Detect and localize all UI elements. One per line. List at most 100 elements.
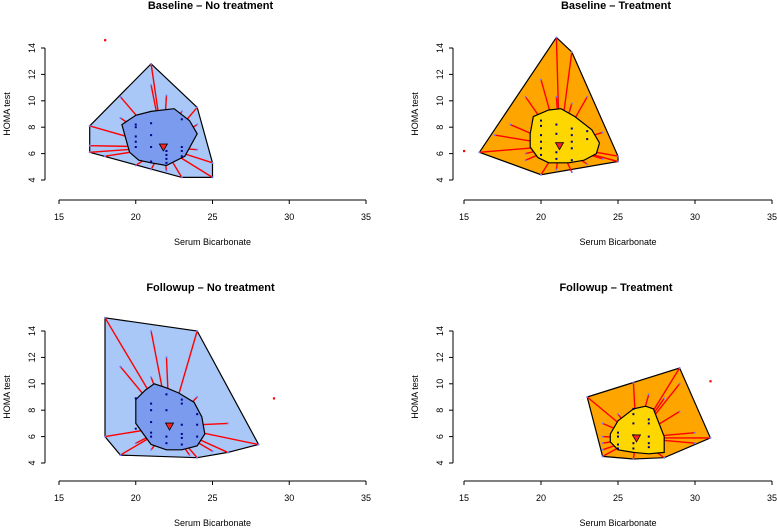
- x-tick-label: 35: [361, 212, 371, 222]
- data-point: [540, 124, 542, 127]
- data-point: [555, 151, 558, 154]
- data-point: [555, 157, 558, 160]
- y-tick-label: 4: [435, 460, 445, 465]
- data-point: [119, 116, 122, 119]
- y-axis-label: HOMA test: [410, 375, 420, 419]
- data-point: [617, 447, 619, 450]
- y-tick-label: 8: [435, 408, 445, 413]
- median-marker: [158, 143, 169, 152]
- y-tick-label: 4: [27, 460, 37, 465]
- y-tick-label: 6: [27, 151, 37, 156]
- data-point: [104, 435, 107, 438]
- data-point: [524, 95, 527, 98]
- x-tick-label: 30: [284, 212, 294, 222]
- data-point: [150, 83, 153, 86]
- y-tick-label: 14: [435, 326, 445, 336]
- data-point: [150, 448, 153, 451]
- data-point: [150, 330, 153, 332]
- data-point: [134, 164, 137, 167]
- x-tick-label: 35: [767, 493, 777, 503]
- median-marker: [631, 434, 642, 443]
- chart-title: Baseline – Treatment: [561, 0, 671, 12]
- data-point: [88, 144, 91, 147]
- y-tick-label: 8: [27, 125, 37, 130]
- x-tick-label: 30: [284, 493, 294, 503]
- chart-title: Followup – No treatment: [146, 282, 275, 294]
- data-point: [165, 157, 168, 160]
- data-point: [180, 118, 183, 121]
- data-point: [226, 451, 229, 454]
- data-point: [196, 123, 199, 126]
- y-tick-label: 6: [27, 434, 37, 439]
- data-point: [570, 140, 573, 143]
- y-tick-label: 10: [27, 379, 37, 389]
- data-point: [647, 422, 650, 425]
- y-tick-label: 4: [27, 177, 37, 182]
- data-point: [540, 153, 542, 156]
- data-point: [180, 398, 183, 401]
- data-point: [632, 447, 635, 450]
- data-point: [694, 442, 696, 445]
- data-point: [134, 135, 137, 138]
- data-point: [663, 456, 666, 459]
- bag-polygon: [135, 383, 206, 451]
- data-point: [211, 450, 214, 453]
- data-point: [540, 173, 542, 176]
- y-tick-label: 10: [435, 379, 445, 389]
- data-point: [601, 455, 604, 458]
- data-point: [188, 454, 191, 457]
- x-tick-label: 35: [767, 212, 777, 222]
- x-tick-label: 20: [131, 212, 141, 222]
- data-point: [150, 122, 153, 125]
- data-point: [165, 393, 168, 396]
- data-point: [104, 316, 107, 319]
- x-tick-label: 35: [361, 493, 371, 503]
- x-tick-label: 15: [54, 493, 64, 503]
- median-marker: [554, 142, 565, 151]
- x-tick-label: 30: [690, 212, 700, 222]
- data-point: [601, 442, 604, 445]
- data-point: [180, 436, 183, 439]
- data-point: [540, 134, 542, 137]
- data-point: [119, 454, 122, 457]
- data-point: [647, 418, 650, 421]
- data-point: [150, 134, 153, 137]
- data-point: [196, 435, 199, 438]
- data-point: [601, 131, 604, 134]
- data-point: [180, 155, 183, 158]
- data-point: [119, 365, 122, 368]
- y-tick-label: 8: [435, 125, 445, 130]
- data-point: [196, 148, 199, 151]
- data-point: [632, 381, 635, 384]
- y-tick-label: 14: [27, 326, 37, 336]
- data-point: [150, 376, 153, 379]
- data-point: [165, 356, 168, 359]
- data-point: [165, 94, 168, 97]
- data-point: [88, 124, 91, 127]
- data-point: [180, 402, 183, 405]
- bag-polygon: [121, 108, 198, 167]
- data-point: [647, 435, 650, 438]
- data-point: [150, 146, 153, 148]
- data-point: [88, 151, 91, 154]
- data-point: [586, 396, 589, 398]
- data-point: [617, 435, 619, 438]
- data-point: [632, 407, 635, 410]
- data-point: [257, 443, 260, 446]
- bag-polygon: [609, 405, 665, 455]
- data-point: [134, 397, 137, 400]
- y-tick-label: 12: [27, 69, 37, 79]
- y-tick-label: 8: [27, 408, 37, 413]
- y-tick-label: 10: [435, 96, 445, 106]
- data-point: [196, 106, 199, 109]
- data-point: [632, 442, 635, 445]
- x-axis-label: Serum Bicarbonate: [579, 237, 656, 247]
- data-point: [647, 446, 650, 449]
- outlier-point: [104, 39, 107, 42]
- y-tick-label: 6: [435, 151, 445, 156]
- data-point: [555, 132, 558, 135]
- data-point: [165, 442, 168, 445]
- chart-title: Baseline – No treatment: [148, 0, 274, 12]
- data-point: [647, 442, 650, 445]
